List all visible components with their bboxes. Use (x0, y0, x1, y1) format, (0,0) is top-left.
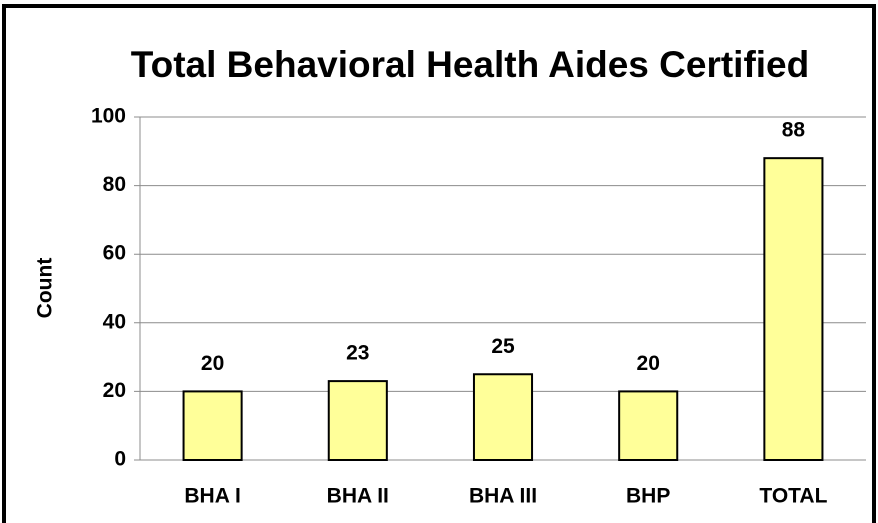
bar (182, 390, 243, 461)
bar (327, 380, 388, 461)
data-label: 25 (491, 335, 515, 358)
x-tick-label: BHA I (184, 485, 240, 508)
bar (618, 390, 679, 461)
bar (763, 157, 824, 461)
bar (472, 373, 534, 461)
x-tick-label: BHA II (327, 485, 389, 508)
y-tick-label: 60 (103, 242, 126, 265)
y-tick-label: 100 (91, 105, 126, 128)
x-tick-label: BHA III (469, 485, 537, 508)
y-axis-label: Count (34, 258, 57, 319)
chart-title: Total Behavioral Health Aides Certified (131, 44, 809, 85)
data-label: 88 (782, 119, 806, 142)
y-tick-label: 80 (103, 173, 126, 196)
x-tick-label: TOTAL (759, 485, 827, 508)
chart-frame (2, 4, 876, 523)
x-tick-label: BHP (626, 485, 670, 508)
y-tick-label: 40 (103, 310, 126, 333)
y-tick-label: 0 (114, 448, 126, 471)
y-tick-label: 20 (103, 379, 126, 402)
data-label: 23 (346, 342, 369, 365)
data-label: 20 (201, 352, 224, 375)
data-label: 20 (637, 352, 660, 375)
